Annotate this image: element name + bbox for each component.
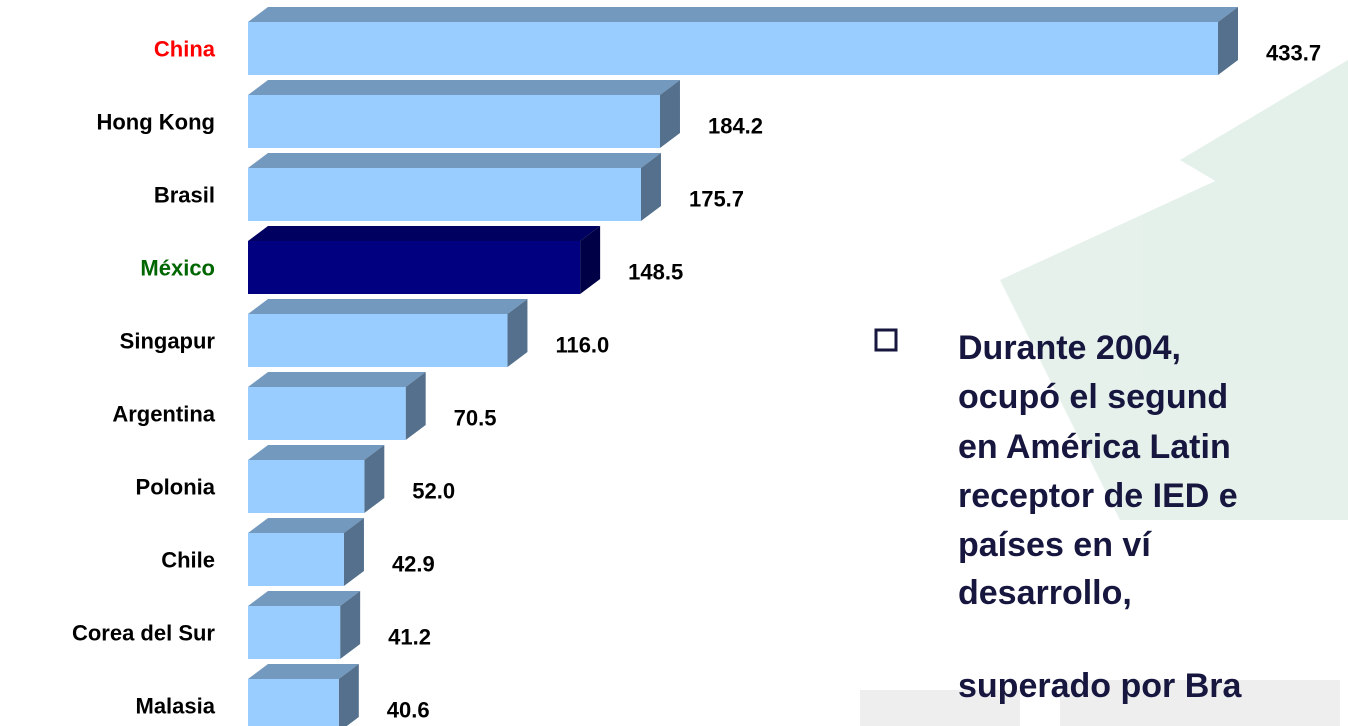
bar	[248, 22, 1219, 75]
annotation-line: ocupó el segund	[958, 378, 1228, 416]
bar-top	[248, 591, 361, 606]
annotation-line: en América Latin	[958, 428, 1231, 466]
bar	[248, 679, 339, 726]
value-label: 70.5	[454, 405, 497, 430]
bar-side	[343, 518, 364, 586]
watermark	[860, 60, 1348, 726]
annotation-line: superado por Bra	[958, 667, 1242, 705]
value-label: 148.5	[628, 259, 683, 284]
bar	[248, 460, 365, 513]
bar-top	[248, 153, 661, 168]
bar-side	[338, 664, 359, 726]
bar	[248, 387, 406, 440]
value-label: 433.7	[1266, 40, 1321, 65]
bar	[248, 95, 660, 148]
bar-side	[659, 80, 680, 148]
bar-top	[248, 299, 528, 314]
bar-top	[248, 372, 426, 387]
bar-side	[580, 226, 601, 294]
bar-top	[248, 226, 601, 241]
category-label: Brasil	[154, 182, 215, 207]
bar-side	[405, 372, 426, 440]
bar-top	[248, 7, 1239, 22]
bar-side	[640, 153, 661, 221]
bar	[248, 168, 641, 221]
value-label: 40.6	[387, 697, 430, 722]
bar	[248, 241, 581, 294]
value-label: 184.2	[708, 113, 763, 138]
category-label: Singapur	[120, 328, 216, 353]
bar-side	[1218, 7, 1239, 75]
bar-top	[248, 518, 364, 533]
category-label: Malasia	[136, 693, 216, 718]
annotation-line: receptor de IED e	[958, 477, 1238, 515]
bar-top	[248, 80, 680, 95]
bar-top	[248, 445, 385, 460]
value-label: 116.0	[555, 332, 609, 357]
category-label: Polonia	[136, 474, 216, 499]
bar	[248, 606, 341, 659]
bar-side	[507, 299, 528, 367]
category-label: Hong Kong	[96, 109, 215, 134]
bar-side	[340, 591, 361, 659]
bar-side	[364, 445, 385, 513]
annotation-line: países en ví	[958, 526, 1152, 564]
bar	[248, 314, 508, 367]
category-label: China	[154, 36, 216, 61]
value-label: 175.7	[689, 186, 744, 211]
bullet	[874, 328, 898, 352]
category-label: México	[140, 255, 215, 280]
value-label: 52.0	[412, 478, 455, 503]
annotation-line: Durante 2004,	[958, 329, 1181, 367]
category-label: Chile	[161, 547, 215, 572]
value-label: 41.2	[388, 624, 431, 649]
value-label: 42.9	[392, 551, 435, 576]
annotation-line: desarrollo,	[958, 574, 1132, 612]
bar	[248, 533, 344, 586]
bar-top	[248, 664, 359, 679]
category-label: Argentina	[112, 401, 215, 426]
category-label: Corea del Sur	[72, 620, 215, 645]
